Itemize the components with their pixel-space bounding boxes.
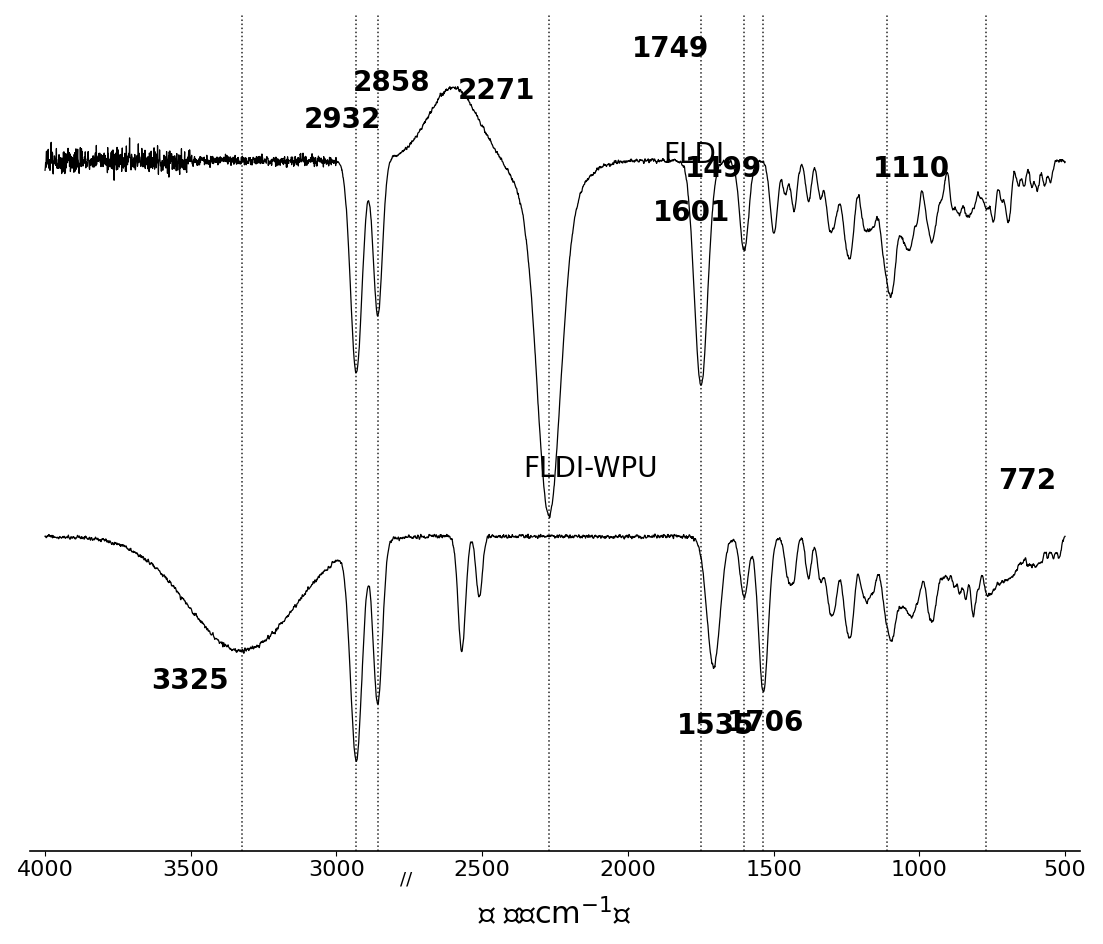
- Text: 1499: 1499: [685, 155, 762, 182]
- Text: FLDI-WPU: FLDI-WPU: [523, 455, 657, 483]
- Text: 772: 772: [998, 467, 1057, 496]
- Text: 3325: 3325: [151, 666, 228, 695]
- Text: 1749: 1749: [632, 35, 709, 63]
- Text: FLDI: FLDI: [663, 141, 724, 169]
- Text: 2932: 2932: [303, 106, 381, 134]
- Text: 2858: 2858: [353, 69, 430, 97]
- Text: 1601: 1601: [653, 199, 730, 228]
- Text: 2271: 2271: [458, 77, 535, 106]
- X-axis label: 波 数（cm$^{-1}$）: 波 数（cm$^{-1}$）: [479, 897, 632, 930]
- Text: //: //: [400, 870, 413, 888]
- Text: 1706: 1706: [727, 709, 804, 737]
- Text: 1535: 1535: [677, 712, 754, 740]
- Text: 1110: 1110: [872, 155, 950, 182]
